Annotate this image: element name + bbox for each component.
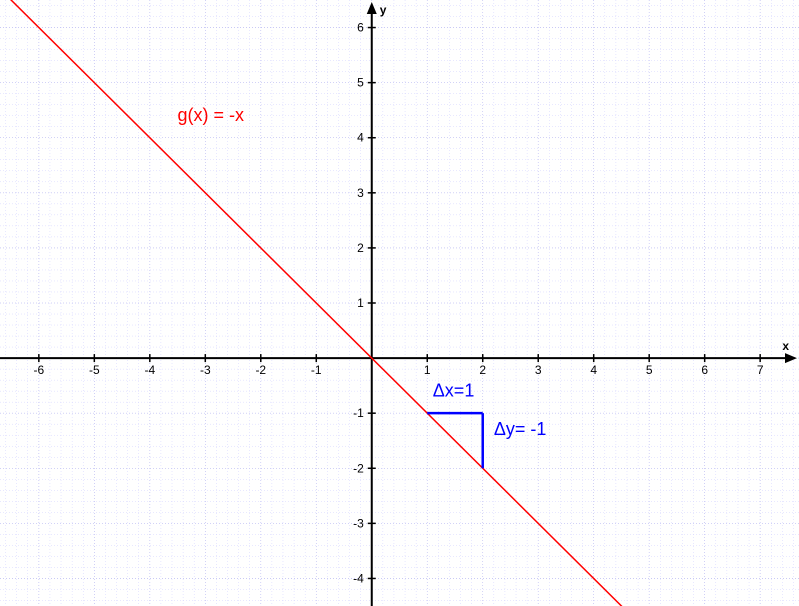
x-tick-label: 5 (646, 363, 653, 377)
y-tick-label: 5 (357, 76, 364, 90)
x-axis-label: x (782, 339, 789, 353)
x-tick-label: -2 (255, 363, 266, 377)
x-tick-label: 7 (757, 363, 764, 377)
x-tick-label: 2 (479, 363, 486, 377)
x-tick-label: -3 (200, 363, 211, 377)
line-chart: -6 -5 -4 -3 -2 -1 1 2 3 4 5 6 7 -4 -3 -2 -1 1 2 3 4 5 6 x y g(x) … (0, 0, 799, 606)
x-tick-label: 3 (535, 363, 542, 377)
delta-x-label: Δx=1 (433, 381, 475, 401)
y-tick-label: -1 (353, 406, 364, 420)
y-tick-label: 3 (357, 186, 364, 200)
y-tick-label: 1 (357, 296, 364, 310)
y-tick-label: 2 (357, 241, 364, 255)
y-tick-label: 4 (357, 131, 364, 145)
y-tick-label: -3 (353, 516, 364, 530)
y-axis-label: y (380, 3, 387, 17)
x-tick-label: 4 (590, 363, 597, 377)
x-tick-label: -5 (89, 363, 100, 377)
x-tick-label: -4 (144, 363, 155, 377)
y-tick-label: -2 (353, 461, 364, 475)
y-tick-label: 6 (357, 21, 364, 35)
function-label: g(x) = -x (178, 105, 245, 125)
x-tick-label: -6 (34, 363, 45, 377)
x-tick-label: 6 (701, 363, 708, 377)
delta-y-label: Δy= -1 (494, 419, 547, 439)
x-tick-label: -1 (311, 363, 322, 377)
x-tick-label: 1 (424, 363, 431, 377)
y-tick-label: -4 (353, 571, 364, 585)
